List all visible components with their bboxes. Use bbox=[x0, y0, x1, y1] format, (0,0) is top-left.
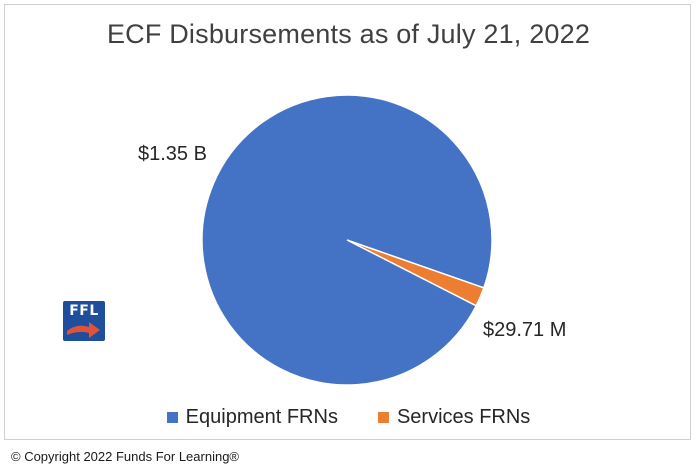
legend-item-services: Services FRNs bbox=[377, 406, 531, 429]
legend-swatch-equipment bbox=[166, 412, 178, 423]
legend-swatch-services bbox=[377, 412, 389, 423]
slice-label-services: $29.71 M bbox=[483, 319, 567, 341]
copyright-text: © Copyright 2022 Funds For Learning® bbox=[11, 449, 240, 464]
slice-label-equipment: $1.35 B bbox=[138, 143, 207, 165]
arrow-icon bbox=[67, 322, 100, 338]
legend-item-equipment: Equipment FRNs bbox=[166, 406, 338, 429]
slice-equipment bbox=[201, 94, 493, 386]
chart-title: ECF Disbursements as of July 21, 2022 bbox=[106, 19, 591, 49]
logo-text: FFL bbox=[69, 303, 99, 319]
legend-label-equipment: Equipment FRNs bbox=[185, 406, 338, 428]
chart-legend: Equipment FRNs Services FRNs bbox=[0, 406, 697, 429]
ffl-logo: FFL bbox=[63, 301, 105, 341]
legend-label-services: Services FRNs bbox=[396, 406, 531, 428]
